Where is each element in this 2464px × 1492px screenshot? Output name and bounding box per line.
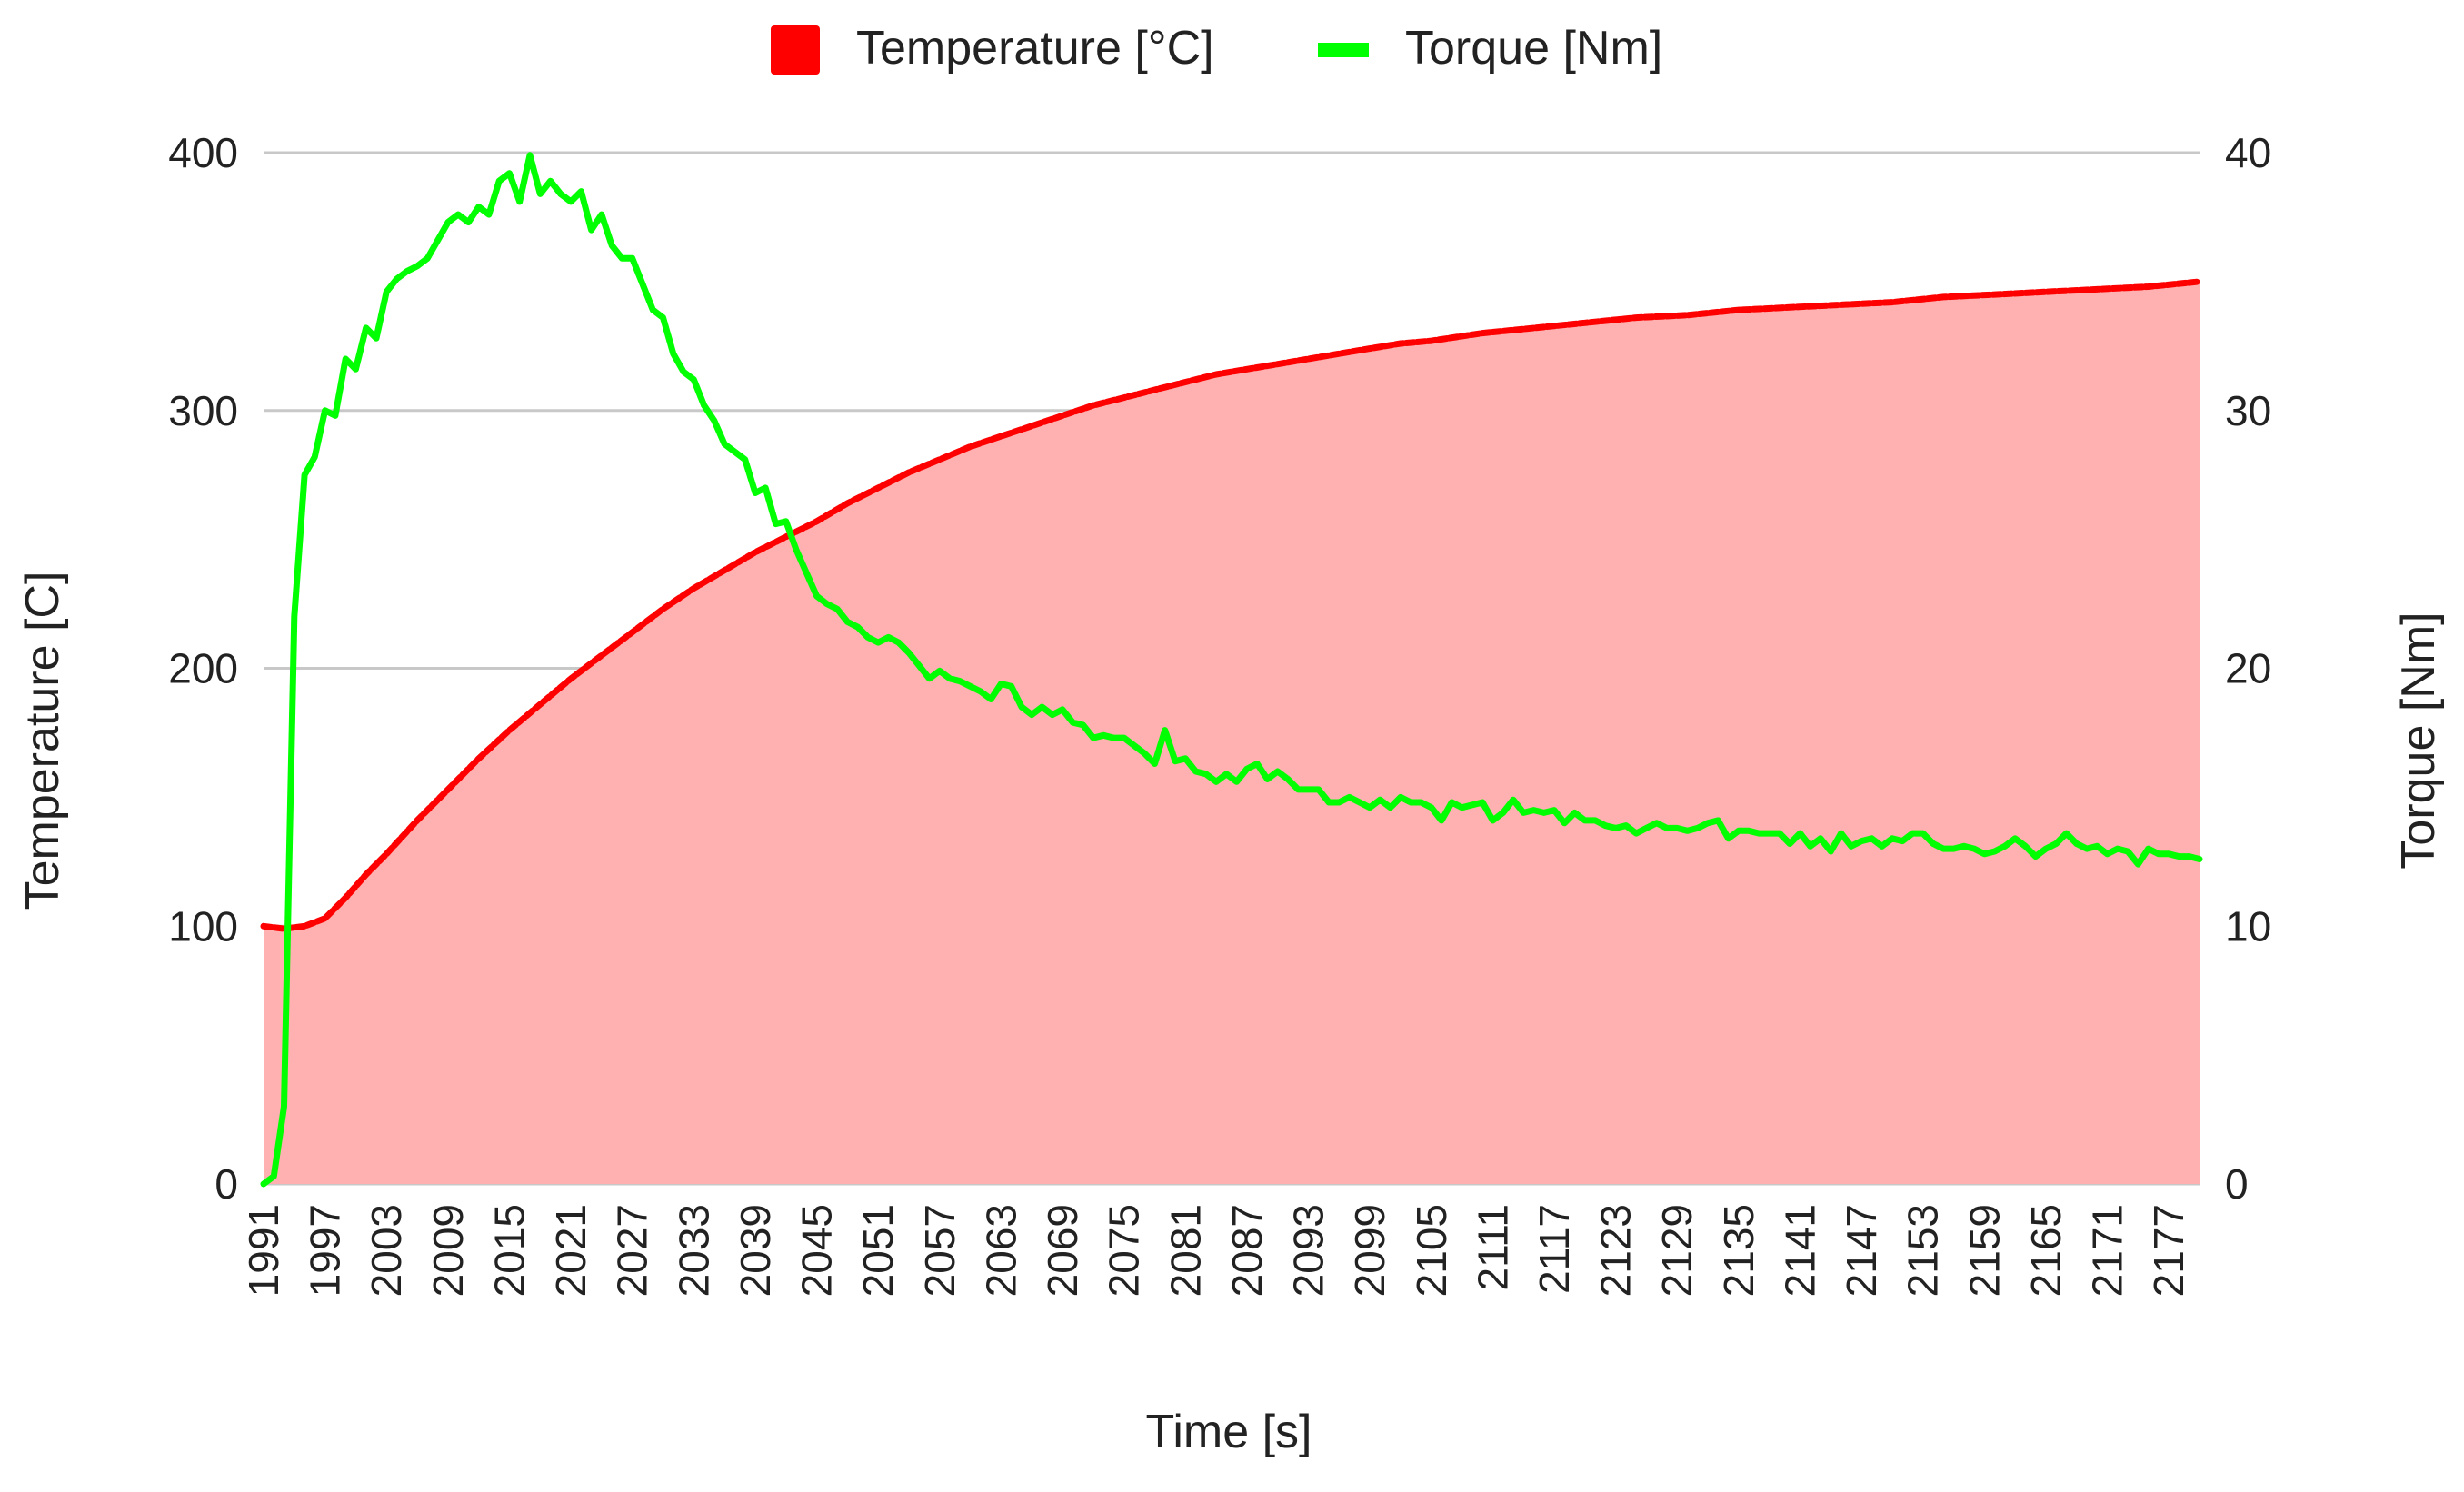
x-tick-label: 2087 <box>1223 1204 1271 1297</box>
x-tick-label: 2015 <box>485 1204 533 1297</box>
torque-line <box>260 152 2203 1188</box>
legend-temperature-label: Temperature [°C] <box>856 22 1214 75</box>
x-tick-label: 2063 <box>977 1204 1024 1297</box>
x-tick-label: 2057 <box>916 1204 963 1297</box>
y-right-tick-label: 20 <box>2225 645 2271 692</box>
y-right-tick-label: 10 <box>2225 902 2271 950</box>
x-tick-label: 2009 <box>424 1204 472 1297</box>
y-right-tick-label: 0 <box>2225 1160 2249 1208</box>
y-left-tick-label: 0 <box>214 1160 238 1208</box>
x-axis-title: Time [s] <box>1146 1406 1312 1458</box>
x-tick-label: 2147 <box>1838 1204 1885 1297</box>
x-tick-label: 2039 <box>732 1204 779 1297</box>
x-tick-label: 2177 <box>2145 1204 2192 1297</box>
x-tick-label: 2135 <box>1715 1204 1762 1297</box>
x-tick-label: 2033 <box>670 1204 717 1297</box>
x-tick-label: 2099 <box>1346 1204 1393 1297</box>
x-tick-label: 2129 <box>1653 1204 1701 1297</box>
legend-torque-label: Torque [Nm] <box>1405 22 1662 75</box>
x-tick-label: 2093 <box>1285 1204 1332 1297</box>
x-axis: 1991 1997 2003 2009 2015 2021 2027 2033 2039 2045… <box>240 1204 2192 1297</box>
temperature-line <box>260 278 2203 932</box>
x-tick-label: 2069 <box>1039 1204 1086 1297</box>
x-tick-label: 2075 <box>1101 1204 1148 1297</box>
y-axis-left-title: Temperature [C] <box>16 572 69 910</box>
x-tick-label: 1997 <box>302 1204 349 1297</box>
y-left-tick-label: 100 <box>168 902 238 950</box>
x-tick-label: 2123 <box>1592 1204 1640 1297</box>
y-axis-right-title: Torque [Nm] <box>2392 612 2445 869</box>
legend-torque-swatch <box>1318 43 1369 57</box>
lines-layer <box>260 152 2203 1188</box>
x-tick-label: 2165 <box>2022 1204 2070 1297</box>
legend: Temperature [°C] Torque [Nm] <box>771 22 1662 75</box>
x-tick-label: 1991 <box>240 1204 287 1297</box>
x-tick-label: 2171 <box>2084 1204 2131 1297</box>
x-tick-label: 2081 <box>1162 1204 1209 1297</box>
x-tick-label: 2021 <box>547 1204 594 1297</box>
x-tick-label: 2027 <box>609 1204 656 1297</box>
x-tick-label: 2105 <box>1408 1204 1455 1297</box>
y-right-tick-label: 40 <box>2225 129 2271 176</box>
x-tick-label: 2159 <box>1960 1204 2008 1297</box>
x-tick-label: 2051 <box>854 1204 902 1297</box>
y-left-tick-label: 400 <box>168 129 238 176</box>
temperature-area <box>264 281 2200 1184</box>
x-tick-label: 2141 <box>1776 1204 1823 1297</box>
y-axis-left: 0 100 200 300 400 <box>168 129 238 1208</box>
y-left-tick-label: 300 <box>168 387 238 434</box>
x-tick-label: 2045 <box>793 1204 841 1297</box>
x-tick-label: 2003 <box>363 1204 410 1297</box>
y-left-tick-label: 200 <box>168 645 238 692</box>
y-right-tick-label: 30 <box>2225 387 2271 434</box>
y-axis-right: 0 10 20 30 40 <box>2225 129 2271 1208</box>
x-tick-label: 2111 <box>1469 1204 1516 1291</box>
x-tick-label: 2153 <box>1900 1204 1947 1297</box>
legend-temperature-swatch <box>771 25 820 75</box>
x-tick-label: 2117 <box>1531 1204 1578 1294</box>
temperature-area-layer <box>264 281 2200 1184</box>
